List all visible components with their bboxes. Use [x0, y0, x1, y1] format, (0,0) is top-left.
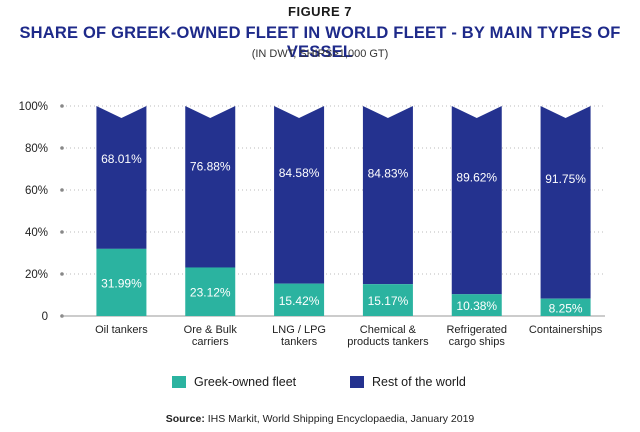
chart-title: SHARE OF GREEK-OWNED FLEET IN WORLD FLEE… [19, 24, 621, 61]
y-tick-dot [60, 104, 64, 108]
legend-swatch-greek [172, 376, 186, 388]
data-label-greek: 15.42% [279, 294, 320, 308]
x-tick-label: Refrigerated [446, 324, 507, 336]
bar-greek [274, 283, 325, 316]
x-tick-label: Containerships [529, 324, 603, 336]
chart-subtitle: (IN DWT, SHIPS>1,000 GT) [251, 48, 389, 60]
bar-greek [540, 298, 591, 316]
bar-greek [451, 294, 502, 316]
source-label: Source: [165, 413, 205, 425]
data-label-rest: 84.58% [279, 166, 320, 180]
data-label-greek: 10.38% [456, 299, 497, 313]
bar-rest [96, 106, 147, 249]
x-tick-label: tankers [281, 336, 318, 348]
x-tick-label: Ore & Bulk [184, 324, 238, 336]
y-tick-label: 20% [25, 269, 48, 281]
bar-rest [540, 106, 591, 299]
x-tick-label: Oil tankers [95, 324, 148, 336]
y-tick-dot [60, 146, 64, 150]
y-tick-dot [60, 230, 64, 234]
legend-item-greek: Greek-owned fleet [172, 375, 296, 389]
x-tick-label: LNG / LPG [272, 324, 326, 336]
data-label-greek: 23.12% [190, 286, 231, 300]
data-label-rest: 91.75% [545, 172, 586, 186]
bar-rest [362, 106, 413, 285]
bar-rest [185, 106, 236, 268]
bar-greek [362, 284, 413, 316]
data-label-greek: 15.17% [368, 294, 409, 308]
legend-label-greek: Greek-owned fleet [194, 375, 297, 389]
y-tick-dot [60, 188, 64, 192]
data-label-rest: 89.62% [456, 170, 497, 184]
y-tick-dot [60, 272, 64, 276]
source-text: IHS Markit, World Shipping Encyclopaedia… [204, 413, 475, 425]
data-label-greek: 31.99% [101, 276, 142, 290]
bar-rest [451, 106, 502, 295]
y-tick-label: 100% [19, 101, 48, 113]
x-tick-label: products tankers [347, 336, 429, 348]
y-tick-label: 60% [25, 185, 48, 197]
bar-rest [274, 106, 325, 284]
x-tick-label: Chemical & [360, 324, 417, 336]
legend-label-rest: Rest of the world [372, 375, 466, 389]
data-label-rest: 76.88% [190, 160, 231, 174]
x-tick-label: carriers [192, 336, 229, 348]
x-tick-label: cargo ships [449, 336, 506, 348]
data-label-rest: 84.83% [368, 166, 409, 180]
bar-greek [96, 248, 147, 316]
source-note: Source: IHS Markit, World Shipping Encyc… [0, 413, 640, 425]
bar-greek [185, 267, 236, 316]
legend-item-rest: Rest of the world [350, 375, 466, 389]
y-tick-label: 40% [25, 227, 48, 239]
y-tick-label: 80% [25, 143, 48, 155]
data-label-greek: 8.25% [549, 301, 583, 315]
figure-label: FIGURE 7 [288, 4, 352, 19]
data-label-rest: 68.01% [101, 152, 142, 166]
y-tick-label: 0 [42, 311, 48, 323]
legend-swatch-rest [350, 376, 364, 388]
